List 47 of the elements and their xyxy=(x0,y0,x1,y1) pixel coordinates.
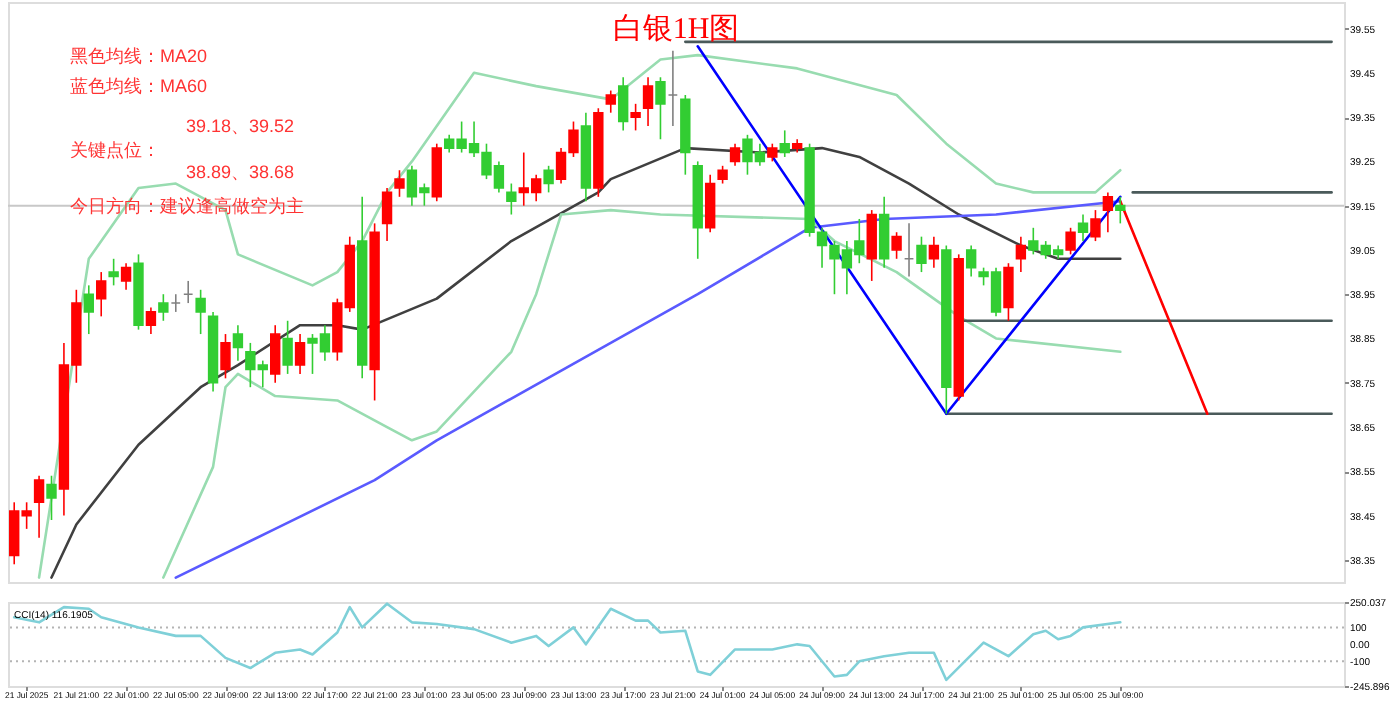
candlestick xyxy=(642,76,654,127)
candlestick xyxy=(916,235,927,273)
candlestick xyxy=(294,333,306,375)
candlestick xyxy=(232,324,244,362)
candlestick xyxy=(1003,262,1014,322)
annotation: 今日方向：建议逢高做空为主 xyxy=(70,196,304,216)
annotation: 黑色均线：MA20 xyxy=(70,46,208,66)
candlestick xyxy=(543,165,554,194)
candlestick xyxy=(630,103,641,132)
chart-title: 白银1H图 xyxy=(612,12,740,46)
candlestick xyxy=(1065,227,1076,256)
candlestick xyxy=(506,182,517,216)
candlestick xyxy=(1015,235,1027,273)
candlestick xyxy=(891,231,902,260)
candlestick xyxy=(108,257,119,287)
candlestick xyxy=(878,196,890,269)
candlestick xyxy=(617,76,629,132)
candlestick xyxy=(270,324,281,384)
annotation: 蓝色均线：MA60 xyxy=(70,76,208,96)
candlestick xyxy=(866,209,877,282)
candlestick xyxy=(779,129,790,158)
candlestick xyxy=(965,244,977,278)
candlestick xyxy=(394,169,405,198)
candlestick xyxy=(282,319,293,375)
candlestick xyxy=(381,187,393,242)
candlestick xyxy=(1077,213,1089,242)
candlestick xyxy=(195,288,206,335)
candlestick xyxy=(220,333,231,380)
candlestick xyxy=(158,293,169,322)
candlestick xyxy=(655,76,666,141)
candlestick xyxy=(46,474,57,521)
candlestick xyxy=(120,262,132,291)
candlestick xyxy=(1102,191,1114,234)
candlestick xyxy=(928,235,940,269)
candlestick xyxy=(96,271,107,318)
annotation: 39.18、39.52 xyxy=(186,116,295,136)
candlestick xyxy=(704,173,716,234)
line-series xyxy=(12,602,1122,682)
annotation: 38.89、38.68 xyxy=(186,162,295,182)
candlestick xyxy=(605,89,616,114)
candlestick xyxy=(1115,196,1126,225)
candlestick xyxy=(1090,209,1101,242)
annotation: 关键点位： xyxy=(70,140,160,160)
candlestick xyxy=(145,306,157,335)
candlestick xyxy=(33,474,45,539)
candlestick xyxy=(729,142,741,167)
candlestick xyxy=(83,284,94,335)
